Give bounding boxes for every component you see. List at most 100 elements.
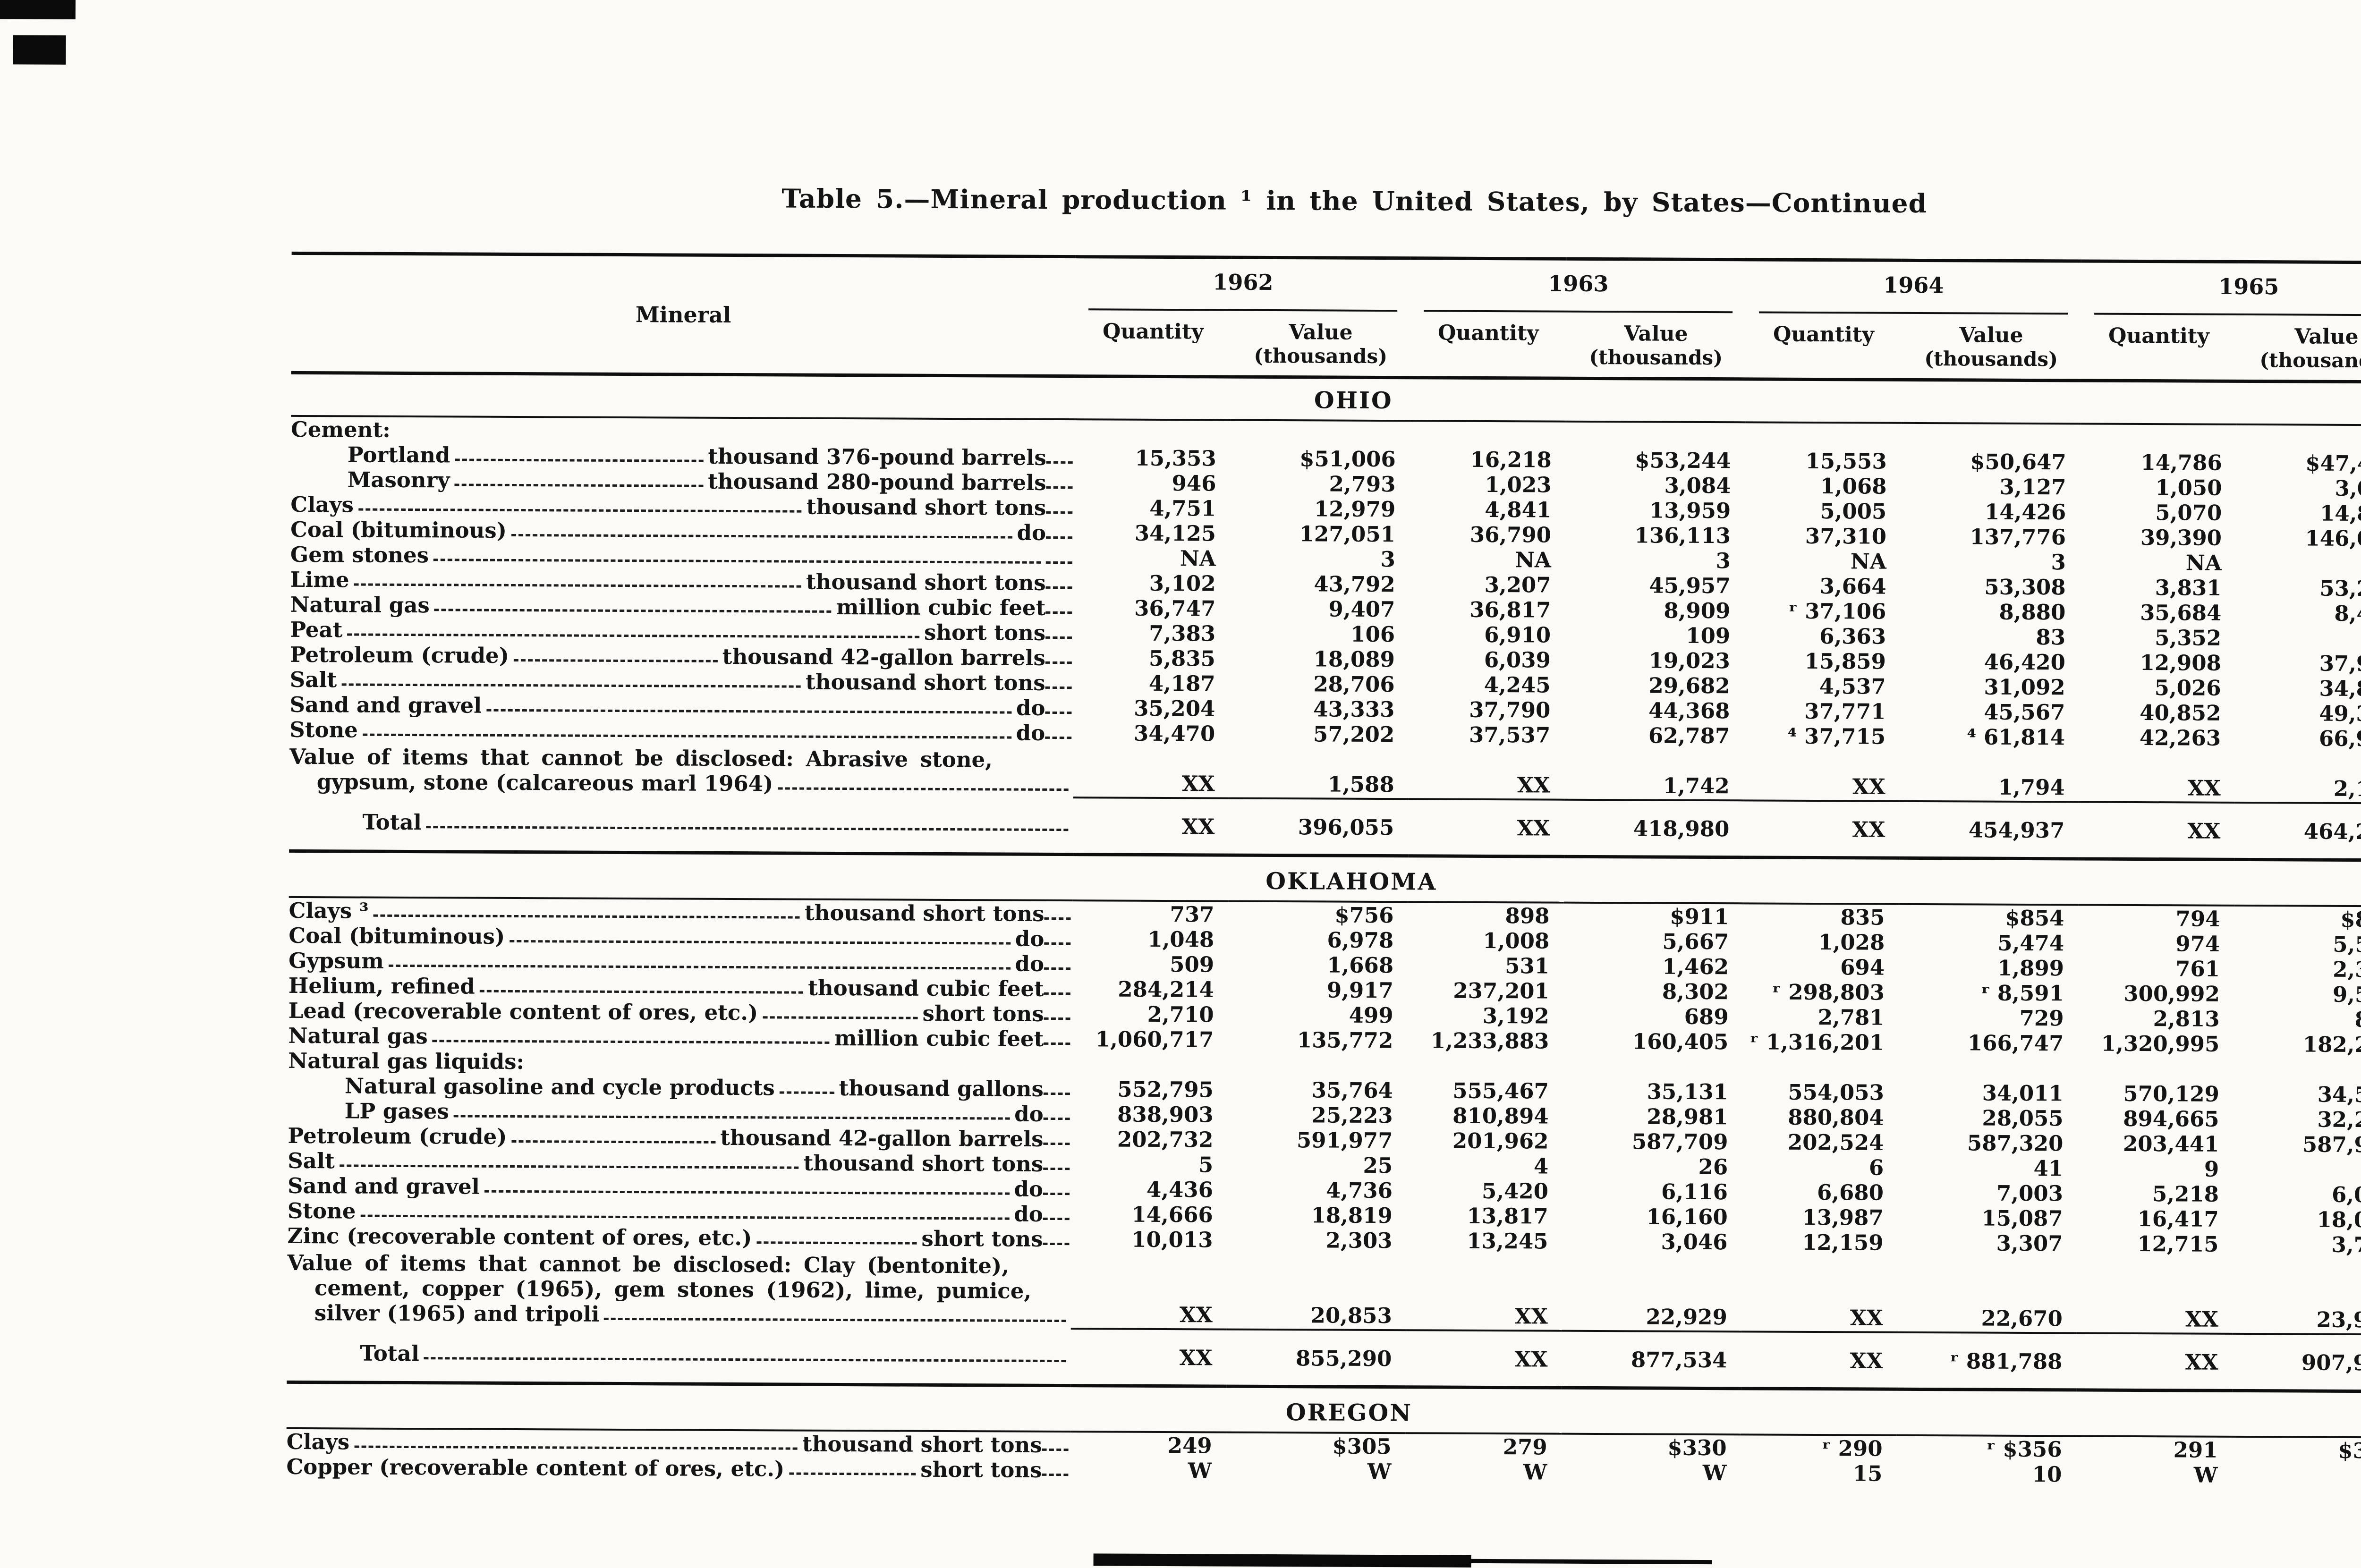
dotted-leader (789, 1472, 916, 1475)
value-cell: 587,320 (1967, 1130, 2064, 1156)
value-cell (2081, 424, 2236, 450)
dotted-leader (779, 1091, 834, 1094)
value-cell: 249 (1167, 1433, 1212, 1458)
unit-label: do (1016, 695, 1045, 720)
mineral-label-line: Value of items that cannot be disclosed:… (287, 1250, 1010, 1279)
dotted-leader (360, 1214, 1010, 1220)
value-cell: 794 (2175, 906, 2220, 932)
mineral-label: Lime (290, 567, 349, 593)
value-cell: 8,421 (2334, 601, 2361, 627)
value-cell: 40,852 (2140, 700, 2221, 726)
mineral-label-cell: Zinc (recoverable content of ores, etc.)… (287, 1223, 1071, 1252)
value-cell: 570,129 (2123, 1081, 2220, 1107)
mineral-label: Helium, refined (288, 973, 475, 999)
value-cell: 20,853 (1310, 1303, 1392, 1329)
value-cell: $330 (1667, 1435, 1727, 1461)
value-cell: $756 (1334, 902, 1394, 928)
dotted-leader-tail (1042, 1473, 1069, 1476)
mineral-label: Natural gas (288, 1023, 428, 1049)
value-cell: $911 (1670, 904, 1729, 930)
value-cell: 28,706 (1313, 671, 1395, 697)
value-cell: 3,307 (1996, 1230, 2063, 1256)
value-cell: 15,859 (1804, 648, 1886, 674)
value-cell: XX (1741, 1331, 1897, 1390)
dotted-leader-tail (1044, 1042, 1070, 1045)
value-cell: 14,786 (2140, 450, 2222, 475)
mineral-label: Sand and gravel (289, 692, 482, 718)
value-cell: ʳ 298,803 (1772, 979, 1885, 1005)
mineral-group-label: Cement: (290, 416, 391, 442)
value-cell: 16,417 (2137, 1206, 2219, 1232)
value-cell: 146,028 (2305, 525, 2361, 551)
value-cell: 555,467 (1452, 1078, 1549, 1104)
mineral-label: Copper (recoverable content of ores, etc… (286, 1454, 785, 1482)
value-cell: 36,817 (1469, 597, 1551, 623)
value-cell: 22,929 (1646, 1304, 1727, 1330)
value-cell: 1,023 (1485, 472, 1552, 498)
column-header-value: Value (thousands) (1231, 311, 1411, 378)
value-cell: 279 (1503, 1434, 1547, 1460)
value-cell: XX (2079, 802, 2235, 860)
value-cell: 53,308 (1984, 574, 2066, 600)
dotted-leader-tail (1044, 917, 1071, 920)
mineral-label-cell: Helium, refined thousand cubic feet (289, 973, 1072, 1001)
value-cell: 9,532 (2332, 982, 2361, 1008)
dotted-leader (511, 1140, 716, 1144)
dotted-leader (388, 964, 1011, 970)
value-cell (2236, 424, 2361, 451)
dotted-leader-tail (1046, 486, 1073, 489)
value-cell: 66,969 (2319, 726, 2361, 752)
mineral-production-table: Mineral 1962 1963 1964 1965 Quantity Val… (286, 251, 2361, 1489)
mineral-label-cell: Clays thousand short tons (290, 492, 1074, 520)
value-cell: 14,426 (1984, 499, 2066, 525)
mineral-label-cell: Lime thousand short tons (290, 567, 1074, 595)
dotted-leader-tail (1044, 967, 1071, 970)
value-cell: 2,793 (1329, 471, 1396, 497)
unit-label: do (1015, 951, 1045, 976)
dotted-leader (513, 659, 718, 662)
value-cell: 7,003 (1996, 1180, 2064, 1206)
dotted-leader (358, 508, 802, 513)
dotted-leader (756, 1241, 917, 1245)
column-header-value: Value (thousands) (1566, 312, 1746, 379)
value-cell: 28,981 (1647, 1104, 1728, 1130)
value-cell: 26 (1698, 1154, 1728, 1180)
value-cell: 1,028 (1818, 930, 1885, 955)
value-cell (1407, 1053, 1563, 1078)
table-row: Total XX 855,290 XX 877,534 XX ʳ 881,788 XX 907,… (287, 1325, 2361, 1392)
unit-label: thousand 42-gallon barrels (720, 1125, 1044, 1152)
table-header: Mineral 1962 1963 1964 1965 Quantity Val… (291, 253, 2361, 382)
unit-label: do (1014, 1201, 1043, 1227)
value-cell: 4,751 (1149, 495, 1216, 521)
value-cell: 3,207 (1484, 572, 1551, 598)
scan-artifact-top-left-2 (13, 35, 66, 65)
value-cell: ʳ $356 (1986, 1436, 2062, 1462)
value-cell: 137,776 (1970, 524, 2066, 550)
mineral-label-cell: Peat short tons (290, 617, 1074, 645)
value-cell: 838,903 (1117, 1102, 1214, 1127)
unit-label: thousand cubic feet (808, 975, 1044, 1001)
mineral-label-cell: Sand and gravel do (288, 1173, 1071, 1202)
total-label: Total (360, 1340, 419, 1366)
value-cell: 3,102 (1149, 570, 1216, 596)
unit-label: thousand short tons (802, 1431, 1042, 1458)
value-cell: 6,910 (1484, 622, 1551, 648)
dotted-leader-tail (1043, 1142, 1070, 1145)
value-cell: 1,320,995 (2101, 1031, 2220, 1057)
mineral-label: LP gases (344, 1098, 449, 1124)
value-cell: 3 (2051, 550, 2066, 575)
mineral-label-line: gypsum, stone (calcareous marl 1964) (316, 769, 773, 797)
value-cell: 160,405 (1632, 1029, 1729, 1055)
unit-label: do (1015, 926, 1045, 951)
dotted-leader-tail (1043, 1192, 1070, 1195)
value-cell: 810,894 (1452, 1103, 1549, 1129)
value-cell: 80 (2235, 626, 2361, 652)
value-cell: 4,245 (1484, 672, 1551, 698)
mineral-label-cell: Stone do (289, 717, 1073, 746)
value-cell: ʳ 881,788 (1897, 1332, 2077, 1390)
column-header-year-1965: 1965 (2081, 261, 2361, 316)
mineral-label: Masonry (347, 467, 450, 493)
value-cell: 135,772 (1297, 1027, 1393, 1053)
value-cell: 34,816 (2319, 676, 2361, 702)
value-cell: 2,710 (1147, 1001, 1214, 1027)
